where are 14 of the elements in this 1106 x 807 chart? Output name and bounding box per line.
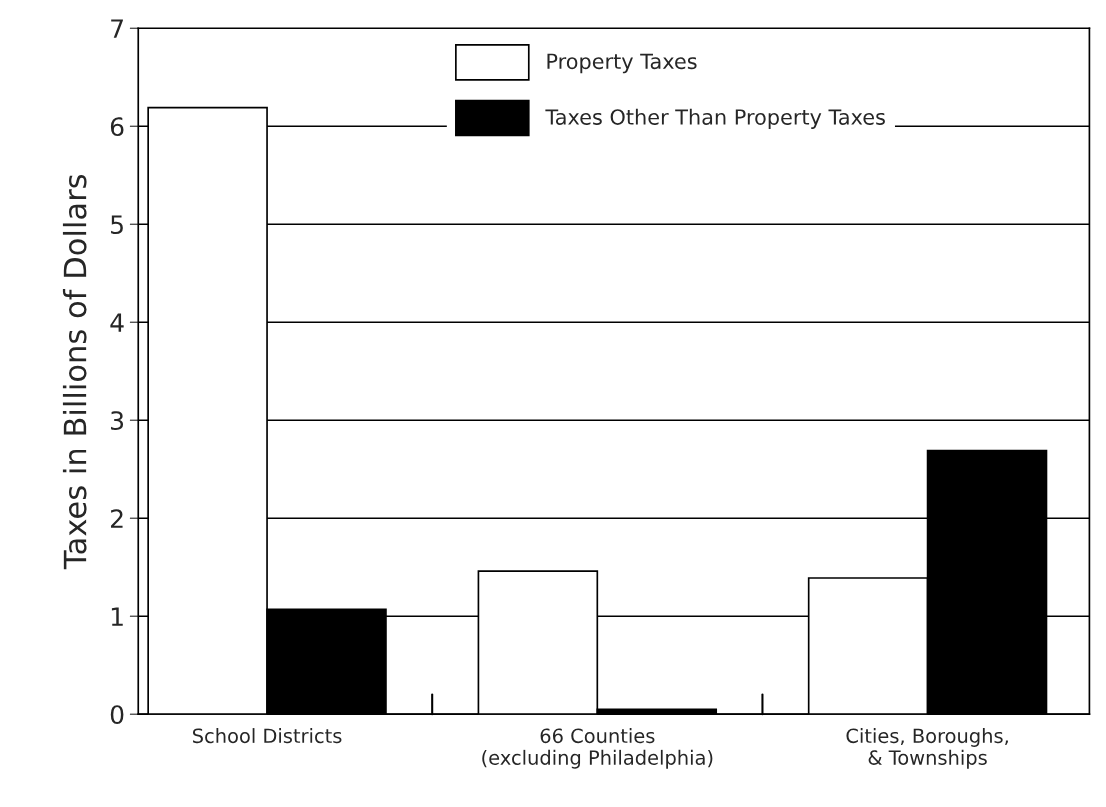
y-axis-title: Taxes in Billions of Dollars xyxy=(62,174,87,570)
y-tick-label: 0 xyxy=(110,705,124,725)
y-tick-label: 6 xyxy=(110,117,124,137)
y-tick-label: 5 xyxy=(111,215,123,235)
x-tick-label: 66 Counties (excluding Philadelphia) xyxy=(482,728,713,769)
legend-label: Property Taxes xyxy=(547,53,697,74)
y-tick-label: 4 xyxy=(110,313,124,332)
x-tick-label: School Districts xyxy=(192,728,342,744)
x-tick-label: Cities, Boroughs, & Townships xyxy=(846,728,1008,769)
y-tick-label: 7 xyxy=(111,19,123,38)
y-tick-label: 1 xyxy=(111,607,123,626)
y-tick-label: 2 xyxy=(110,509,123,528)
legend-label: Taxes Other Than Property Taxes xyxy=(545,108,885,129)
y-tick-label: 3 xyxy=(111,411,124,431)
